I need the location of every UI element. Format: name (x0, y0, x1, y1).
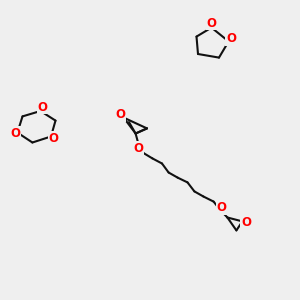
Text: O: O (226, 32, 236, 46)
Text: O: O (115, 108, 125, 121)
Text: O: O (207, 17, 217, 30)
Text: O: O (48, 131, 59, 145)
Text: O: O (10, 127, 20, 140)
Text: O: O (216, 201, 226, 214)
Text: O: O (38, 100, 48, 114)
Text: O: O (134, 142, 144, 155)
Text: O: O (241, 216, 251, 229)
